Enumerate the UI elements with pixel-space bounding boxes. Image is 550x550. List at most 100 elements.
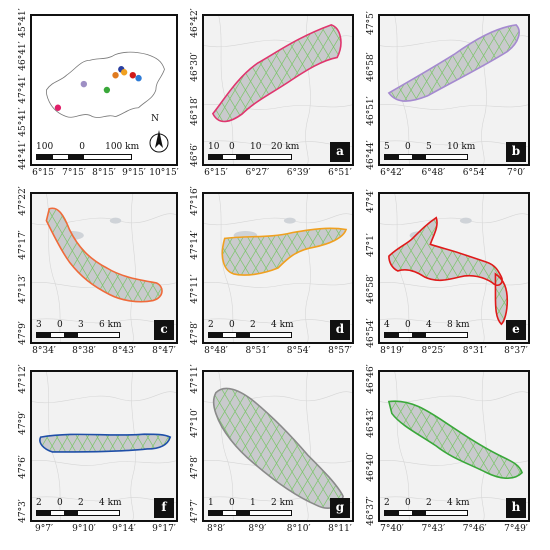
lake-location-dot <box>120 68 128 76</box>
longitude-tick: 9°15′ <box>122 168 146 178</box>
scale-label: 8 km <box>447 320 470 330</box>
panel-letter: d <box>330 320 350 340</box>
lake-g <box>213 388 344 509</box>
lake-location-dot <box>129 71 136 79</box>
lake-e <box>388 217 508 325</box>
latitude-tick: 46°30′ <box>190 52 200 82</box>
scale-label: 0 <box>229 498 235 508</box>
scale-label: 0 <box>405 498 411 508</box>
longitude-tick: 9°10′ <box>72 524 96 534</box>
scale-label: 5 <box>426 142 432 152</box>
lake-location-dot <box>135 74 142 82</box>
map-frame-g: g 1 0 1 2 km <box>202 370 354 522</box>
longitude-tick: 8°57′ <box>328 346 352 356</box>
longitude-tick: 8°48′ <box>204 346 228 356</box>
lake-outline-f <box>40 434 170 452</box>
scale-label: 0 <box>405 320 411 330</box>
latitude-tick: 47°16′ <box>190 186 200 216</box>
scale-label: 6 km <box>99 320 122 330</box>
scale-bar: 1 0 1 2 km <box>208 498 294 516</box>
scale-label: 20 km <box>271 142 300 152</box>
north-label: N <box>151 114 159 124</box>
panel-letter: c <box>154 320 174 340</box>
lake-location-dot <box>103 86 111 94</box>
latitude-tick: 46°18′ <box>190 96 200 126</box>
scale-label: 0 <box>229 320 235 330</box>
map-canvas-g <box>204 372 352 520</box>
latitude-tick: 47°6′ <box>18 455 28 479</box>
longitude-tick: 8°37′ <box>504 346 528 356</box>
longitude-tick: 8°54′ <box>286 346 311 356</box>
longitude-tick: 7°46′ <box>462 524 487 534</box>
lake-outline-d <box>222 228 346 275</box>
map-canvas-overview <box>32 16 176 164</box>
lake-outline-h <box>389 401 522 478</box>
lake-location-dot <box>80 80 88 88</box>
scale-label: 2 <box>208 320 214 330</box>
longitude-tick: 6°27′ <box>245 168 270 178</box>
scale-label: 10 <box>250 142 262 152</box>
longitude-tick: 7°0′ <box>507 168 525 178</box>
latitude-tick: 46°58′ <box>366 52 376 82</box>
longitude-tick: 8°10′ <box>286 524 311 534</box>
longitude-tick: 8°43′ <box>112 346 136 356</box>
scale-label: 4 <box>384 320 390 330</box>
panel-letter: g <box>330 498 350 518</box>
lake-outline-a <box>213 25 341 122</box>
map-frame-b: b 5 0 5 10 km <box>378 14 530 166</box>
longitude-tick: 6°48′ <box>421 168 446 178</box>
scale-bar: 2 0 2 4 km <box>208 320 294 338</box>
map-frame-c: c 3 0 3 6 km <box>30 192 178 344</box>
scale-label: 2 <box>384 498 390 508</box>
panel-letter: f <box>154 498 174 518</box>
longitude-tick: 6°54′ <box>462 168 487 178</box>
scale-label: 0 <box>57 320 63 330</box>
latitude-tick: 47°4′ <box>366 189 376 213</box>
scale-label: 2 <box>426 498 432 508</box>
longitude-tick: 7°43′ <box>421 524 446 534</box>
panel-letter: h <box>506 498 526 518</box>
longitude-tick: 9°17′ <box>152 524 176 534</box>
scale-bar: 4 0 4 8 km <box>384 320 470 338</box>
scale-bar: 2 0 2 4 km <box>36 498 122 516</box>
scale-bar: 2 0 2 4 km <box>384 498 470 516</box>
longitude-tick: 6°39′ <box>286 168 311 178</box>
scale-label: 5 <box>384 142 390 152</box>
longitude-tick: 6°15′ <box>32 168 56 178</box>
longitude-tick: 8°47′ <box>152 346 176 356</box>
panel-letter: a <box>330 142 350 162</box>
longitude-tick: 8°25′ <box>421 346 446 356</box>
longitude-tick: 9°7′ <box>35 524 53 534</box>
longitude-tick: 6°15′ <box>204 168 228 178</box>
scale-label: 0 <box>79 142 85 152</box>
map-frame-h: h 2 0 2 4 km <box>378 370 530 522</box>
latitude-tick: 46°46′ <box>366 364 376 394</box>
latitude-tick: 47°1′ <box>366 233 376 257</box>
latitude-tick: 47°5′ <box>366 11 376 35</box>
lake-location-dot <box>112 71 119 79</box>
scale-label: 2 km <box>271 498 294 508</box>
scale-label: 2 <box>78 498 84 508</box>
map-frame-e: e 4 0 4 8 km <box>378 192 530 344</box>
longitude-tick: 8°9′ <box>248 524 267 534</box>
latitude-tick: 47°10′ <box>190 408 200 438</box>
scale-label: 3 <box>36 320 42 330</box>
scale-label: 3 <box>78 320 84 330</box>
scale-label: 0 <box>229 142 235 152</box>
longitude-tick: 7°49′ <box>504 524 528 534</box>
panel-letter: e <box>506 320 526 340</box>
scale-label: 100 <box>36 142 54 152</box>
latitude-tick: 47°14′ <box>190 230 200 260</box>
scale-label: 1 <box>250 498 256 508</box>
latitude-tick: 47°13′ <box>18 274 28 304</box>
map-frame-f: f 2 0 2 4 km <box>30 370 178 522</box>
scale-bar: 100 0 100 km <box>36 142 139 160</box>
latitude-tick: 47°17′ <box>18 230 28 260</box>
scale-label: 4 km <box>271 320 294 330</box>
latitude-tick: 46°58′ <box>366 274 376 304</box>
map-canvas-h <box>380 372 528 520</box>
lake-h <box>388 401 523 479</box>
scale-label: 100 km <box>105 142 140 152</box>
lake-outline-b <box>389 25 519 101</box>
scale-label: 0 <box>405 142 411 152</box>
